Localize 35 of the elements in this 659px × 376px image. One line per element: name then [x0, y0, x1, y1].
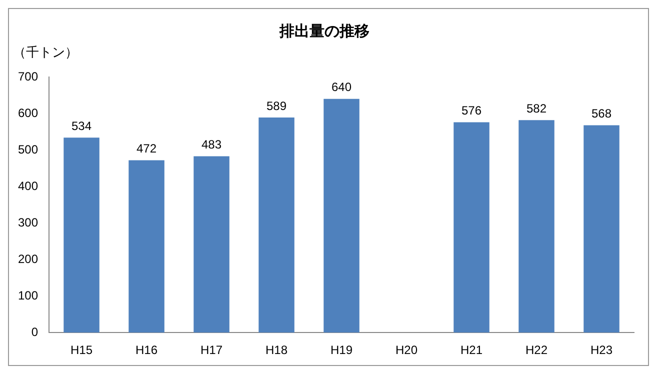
- data-label: 582: [526, 101, 547, 116]
- y-tick-label: 700: [18, 69, 38, 84]
- bar: [584, 125, 620, 333]
- bar: [194, 156, 230, 333]
- x-tick-label: H17: [200, 343, 223, 358]
- y-tick-label: 600: [18, 106, 38, 120]
- x-tick-label: H19: [330, 343, 353, 358]
- bar: [64, 138, 100, 333]
- x-tick-label: H16: [136, 343, 158, 358]
- y-axis-title: （千トン）: [13, 44, 78, 60]
- x-tick-label: H15: [70, 343, 93, 358]
- x-tick-label: H18: [266, 343, 288, 358]
- bar: [128, 160, 164, 333]
- y-tick-label: 0: [31, 324, 38, 339]
- y-tick-label: 200: [18, 252, 38, 266]
- x-tick-label: H20: [396, 343, 418, 358]
- data-label: 534: [72, 118, 92, 133]
- bar: [258, 118, 294, 333]
- data-label: 483: [202, 138, 222, 152]
- chart-title: 排出量の推移: [278, 23, 370, 40]
- y-tick-label: 400: [18, 178, 38, 193]
- x-tick-label: H21: [460, 343, 483, 358]
- x-tick-label: H23: [590, 343, 613, 358]
- data-label: 568: [591, 106, 612, 121]
- bar: [324, 98, 360, 333]
- data-label: 472: [136, 142, 157, 156]
- data-label: 640: [331, 80, 352, 94]
- data-label: 589: [266, 98, 287, 113]
- x-tick-label: H22: [525, 343, 548, 358]
- bar: [454, 122, 490, 333]
- y-tick-label: 300: [18, 215, 38, 230]
- bar: [518, 120, 554, 333]
- data-label: 576: [461, 104, 482, 118]
- y-tick-label: 100: [18, 288, 38, 302]
- y-tick-label: 500: [18, 142, 38, 156]
